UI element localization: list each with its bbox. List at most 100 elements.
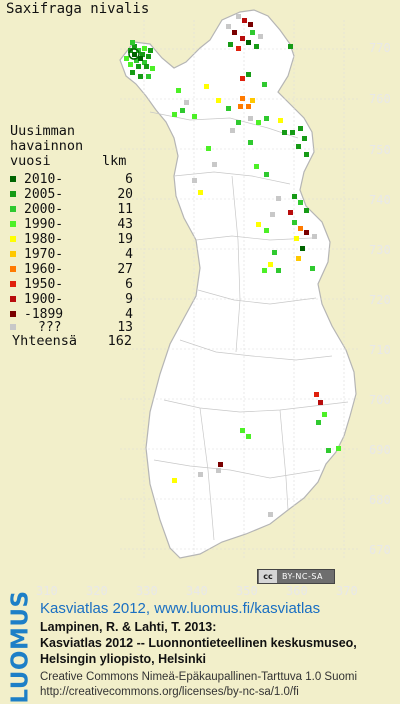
observation-square <box>124 56 129 61</box>
legend-label: 1970- <box>24 247 64 262</box>
observation-square <box>276 268 281 273</box>
legend-count: 9 <box>125 292 133 307</box>
observation-square <box>250 30 255 35</box>
legend-row: -1899 4 <box>8 307 133 322</box>
y-tick-label: 740 <box>369 193 391 207</box>
y-tick-label: 670 <box>369 543 391 557</box>
observation-square <box>128 62 133 67</box>
legend-swatch <box>10 311 16 317</box>
y-tick-label: 700 <box>369 393 391 407</box>
legend-label: 1980- <box>24 232 64 247</box>
legend-count: 6 <box>125 172 133 187</box>
observation-square <box>326 448 331 453</box>
luomus-logo: LUOMUS <box>0 590 42 703</box>
observation-square <box>264 228 269 233</box>
observation-square <box>232 30 237 35</box>
observation-square <box>262 268 267 273</box>
observation-square <box>212 162 217 167</box>
legend-count: 27 <box>117 262 133 277</box>
legend-label: 1950- <box>24 277 64 292</box>
observation-square <box>148 48 153 53</box>
observation-squares <box>124 14 341 517</box>
observation-square <box>226 106 231 111</box>
observation-square <box>226 24 231 29</box>
observation-square <box>298 226 303 231</box>
observation-square <box>248 22 253 27</box>
observation-square <box>294 236 299 241</box>
legend-swatch <box>10 221 16 227</box>
observation-square <box>262 82 267 87</box>
legend-row: 1960- 27 <box>8 262 133 277</box>
observation-square <box>242 18 247 23</box>
observation-square <box>240 76 245 81</box>
observation-square <box>204 84 209 89</box>
observation-square <box>264 172 269 177</box>
observation-square <box>132 52 137 57</box>
observation-square <box>138 56 143 61</box>
legend-total: Yhteensä 162 <box>12 333 132 349</box>
observation-square <box>132 44 137 49</box>
legend-swatch <box>10 324 16 330</box>
observation-square <box>198 472 203 477</box>
legend-swatch <box>10 251 16 257</box>
observation-square <box>276 196 281 201</box>
y-tick-label: 730 <box>369 243 391 257</box>
legend-count: 4 <box>125 307 133 322</box>
legend-heading-line2: havainnon <box>10 138 84 154</box>
legend-row: ??? 13 <box>8 320 133 335</box>
map-grid <box>120 20 360 560</box>
observation-square <box>318 400 323 405</box>
observation-square <box>292 194 297 199</box>
observation-square <box>150 66 155 71</box>
y-tick-label: 720 <box>369 293 391 307</box>
observation-ring-marker <box>128 48 140 60</box>
x-tick-label: 350 <box>236 584 258 598</box>
license-url-link[interactable]: http://creativecommons.org/licenses/by-n… <box>40 686 299 698</box>
y-tick-label: 680 <box>369 493 391 507</box>
observation-square <box>256 222 261 227</box>
license-badge-text: BY-NC-SA <box>282 572 324 581</box>
observation-square <box>246 40 251 45</box>
observation-square <box>184 100 189 105</box>
observation-square <box>304 152 309 157</box>
observation-square <box>278 118 283 123</box>
citation-line3: Helsingin yliopisto, Helsinki <box>40 652 207 666</box>
legend-heading-line1: Uusimman <box>10 123 76 139</box>
legend-count: 13 <box>117 320 133 335</box>
observation-square <box>146 74 151 79</box>
observation-square <box>258 34 263 39</box>
legend-label: 1900- <box>24 292 64 307</box>
observation-square <box>130 40 135 45</box>
observation-square <box>288 44 293 49</box>
legend-label: 2005- <box>24 187 64 202</box>
observation-square <box>322 412 327 417</box>
legend-label: 2010- <box>24 172 64 187</box>
x-tick-label: 320 <box>86 584 108 598</box>
y-tick-label: 760 <box>369 92 391 106</box>
observation-square <box>240 96 245 101</box>
observation-square <box>240 428 245 433</box>
legend-count: 4 <box>125 247 133 262</box>
observation-square <box>144 64 149 69</box>
legend-row: 1980- 19 <box>8 232 133 247</box>
legend-row: 1970- 4 <box>8 247 133 262</box>
legend-total-label: Yhteensä <box>12 333 78 349</box>
observation-square <box>296 256 301 261</box>
atlas-link[interactable]: Kasviatlas 2012, www.luomus.fi/kasviatla… <box>40 600 321 617</box>
y-tick-label: 690 <box>369 443 391 457</box>
observation-square <box>298 200 303 205</box>
observation-square <box>246 104 251 109</box>
observation-square <box>290 130 295 135</box>
legend-label: 1990- <box>24 217 64 232</box>
observation-square <box>254 164 259 169</box>
observation-square <box>304 208 309 213</box>
observation-square <box>172 478 177 483</box>
observation-square <box>268 512 273 517</box>
observation-square <box>146 54 151 59</box>
observation-square <box>136 64 141 69</box>
observation-square <box>130 70 135 75</box>
cc-icon: cc <box>259 570 277 583</box>
license-badge[interactable]: cc BY-NC-SA <box>257 569 335 584</box>
observation-square <box>302 136 307 141</box>
citation-line2: Kasviatlas 2012 -- Luonnontieteellinen k… <box>40 636 357 650</box>
